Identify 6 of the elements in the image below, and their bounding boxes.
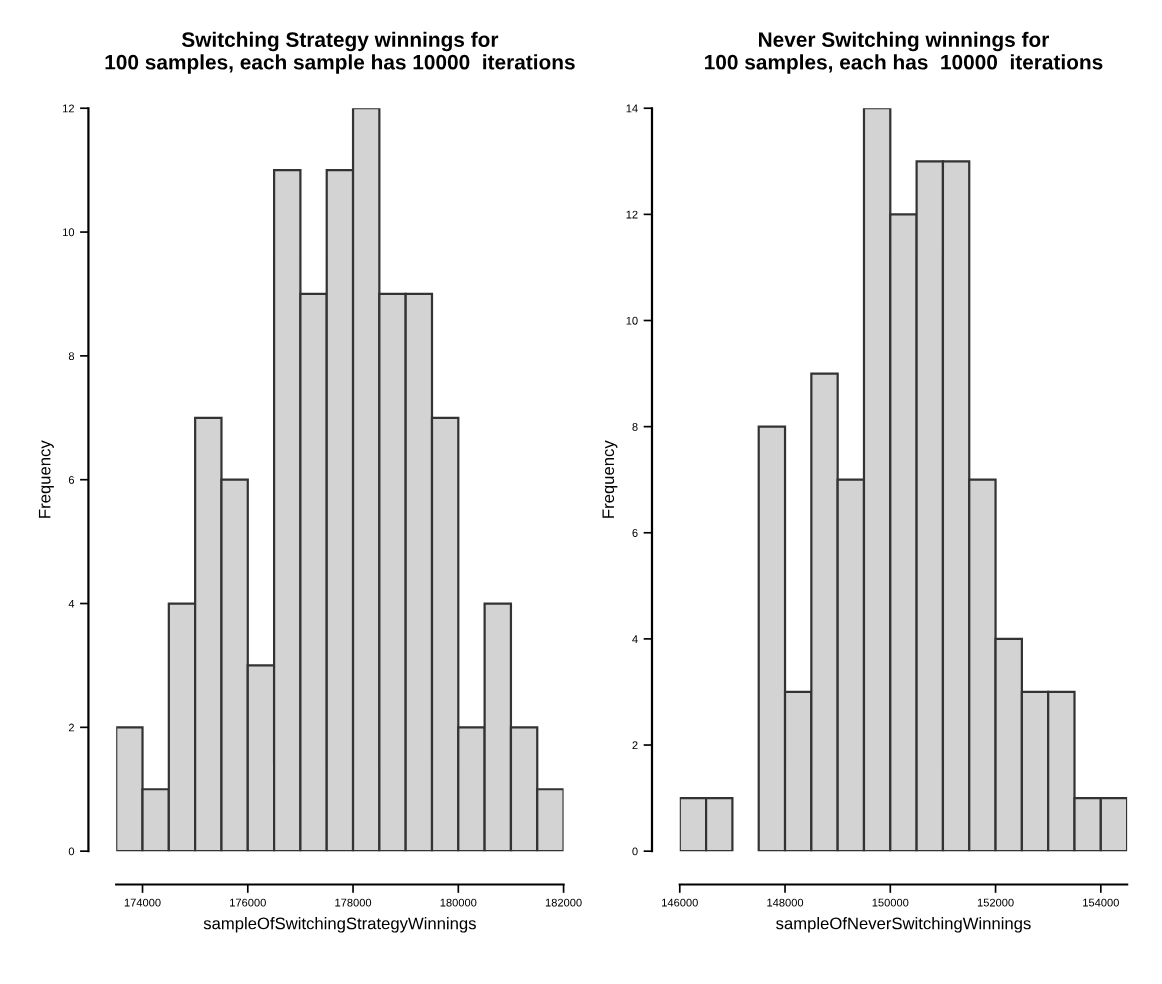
x-axis-title: sampleOfNeverSwitchingWinnings <box>776 917 1031 933</box>
y-axis-title: Frequency <box>602 440 618 518</box>
y-axis-title: Frequency <box>38 440 54 518</box>
chart-title: Switching Strategy winnings for 100 samples, each sample has 10000 iterations <box>105 31 575 74</box>
chart-title: Never Switching winnings for 100 samples, each has 10000 iterations <box>705 31 1103 74</box>
x-axis-title: sampleOfSwitchingStrategyWinnings <box>203 917 476 933</box>
